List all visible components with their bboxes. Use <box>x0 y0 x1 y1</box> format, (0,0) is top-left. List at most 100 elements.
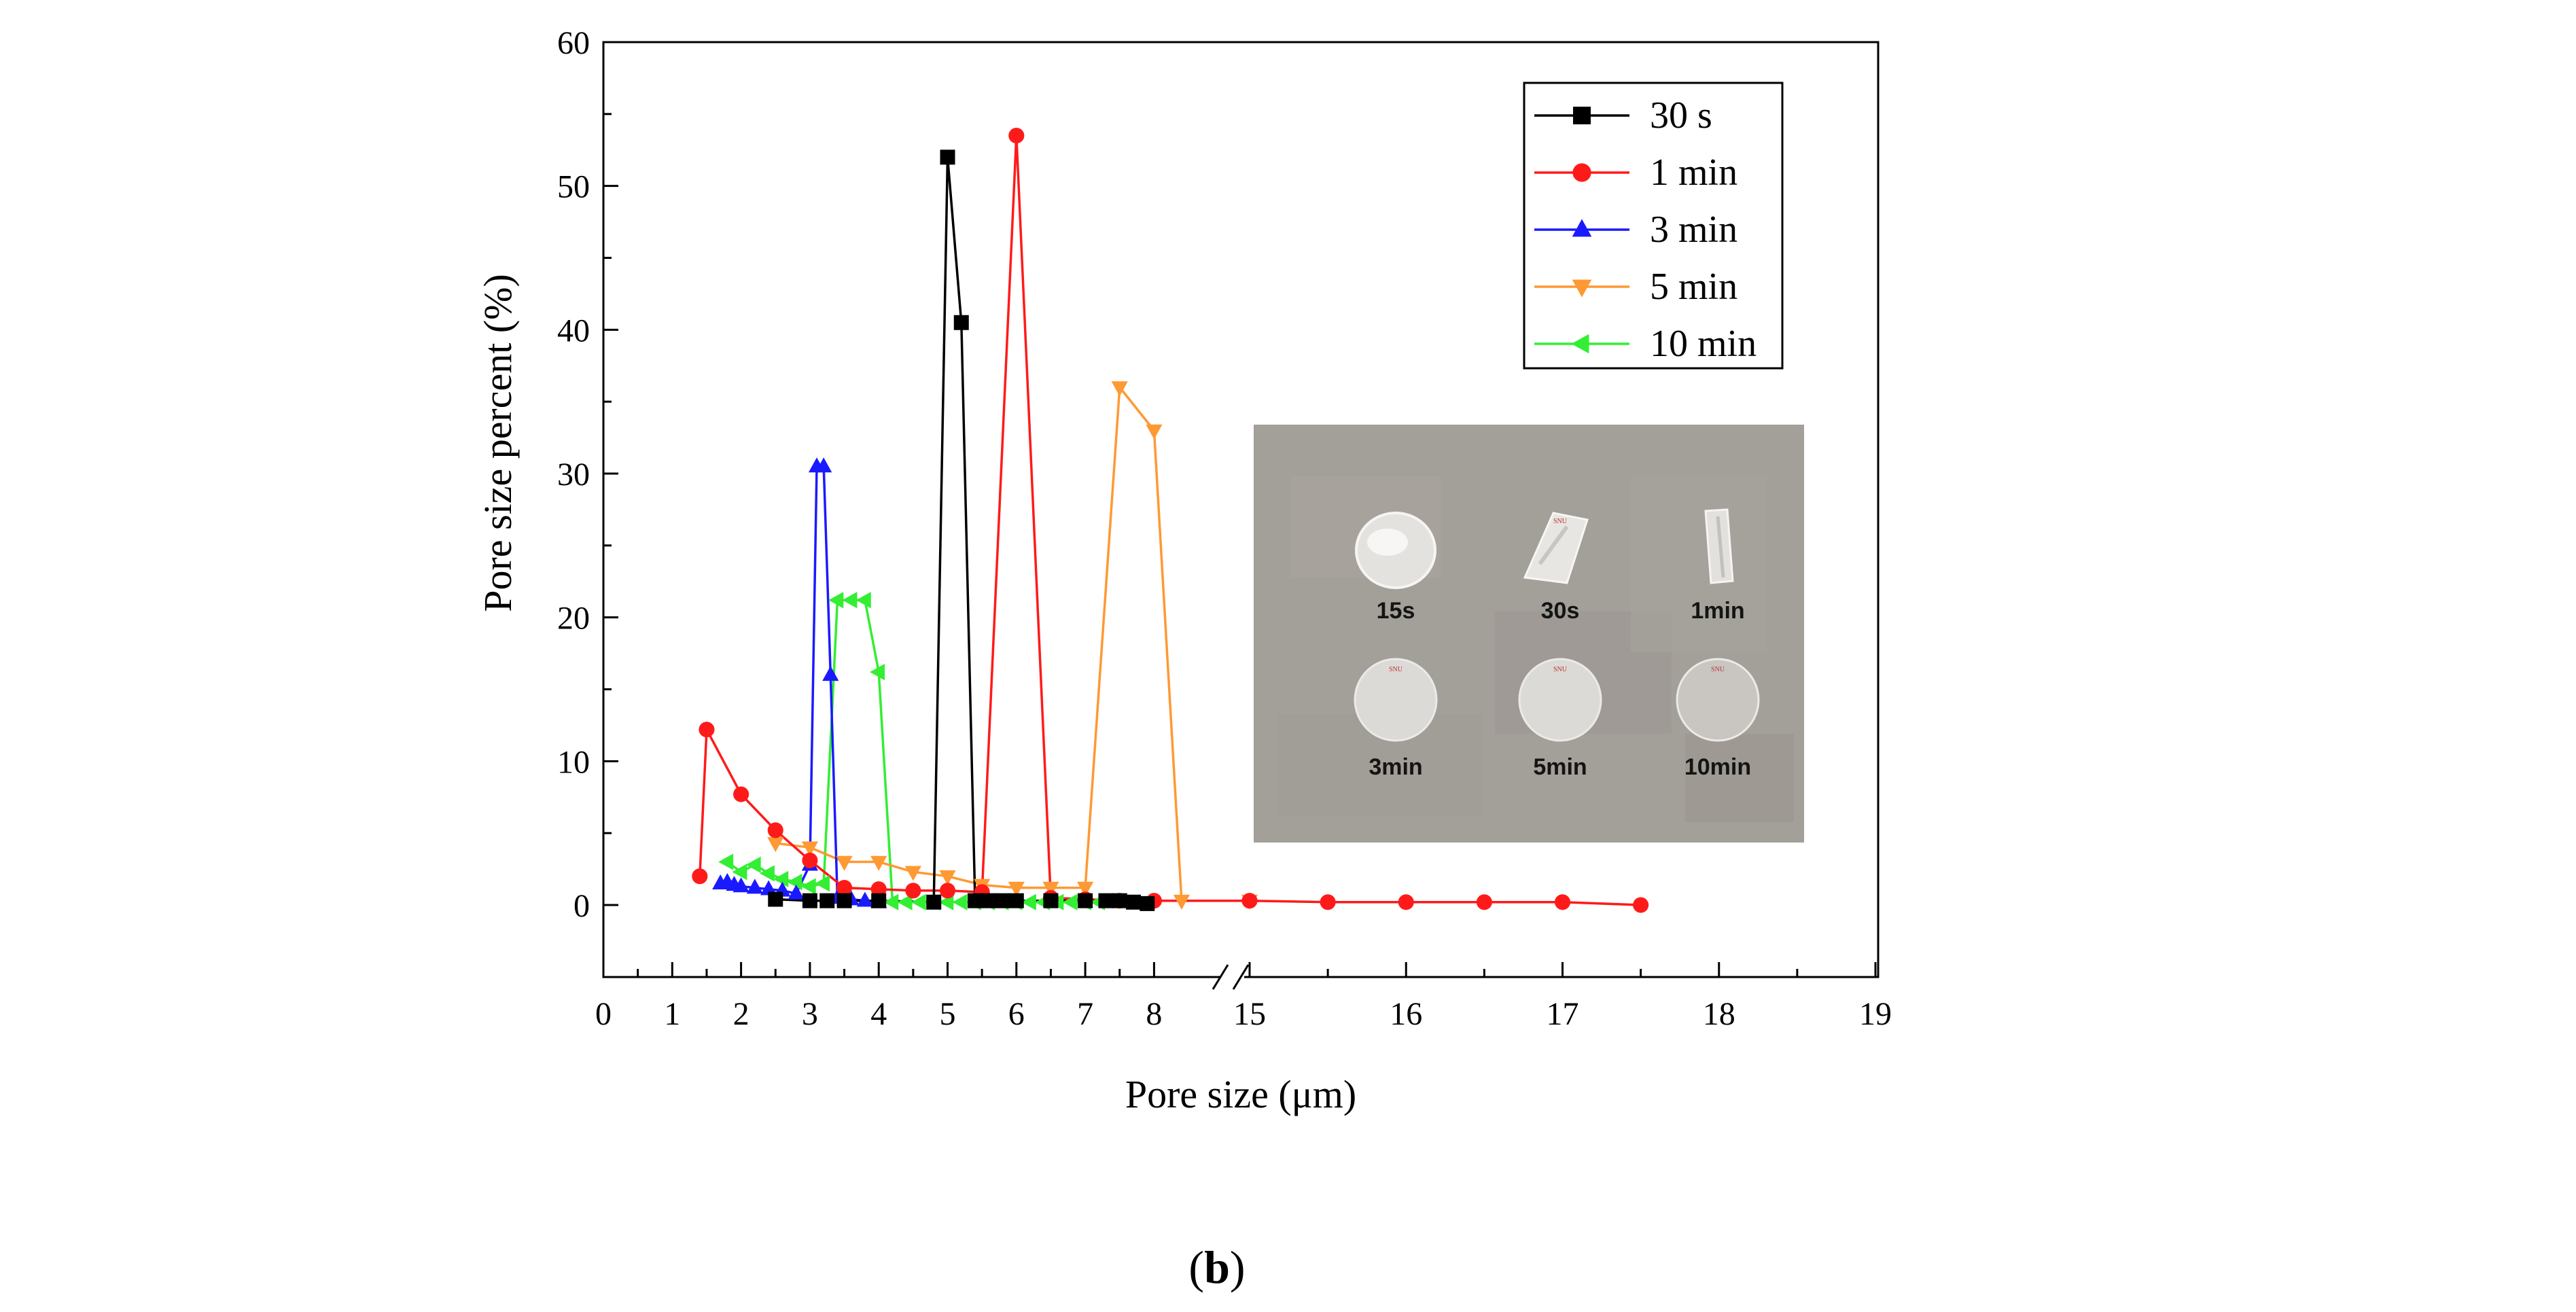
data-point <box>856 891 874 907</box>
sample-highlight <box>1367 529 1408 556</box>
data-point <box>897 893 913 910</box>
data-point <box>926 894 942 910</box>
data-point <box>767 822 783 838</box>
data-point <box>1008 893 1024 908</box>
x-tick-label: 2 <box>733 996 749 1032</box>
x-tick-label: 4 <box>870 996 887 1032</box>
sample-disc-10min <box>1676 658 1760 742</box>
data-point <box>768 891 783 907</box>
data-point <box>939 883 956 899</box>
data-point <box>953 315 969 330</box>
inset-label: 3min <box>1369 754 1422 780</box>
data-point <box>836 880 853 896</box>
axis-break-mark <box>1232 964 1250 990</box>
data-point <box>952 893 968 910</box>
data-point <box>733 786 749 802</box>
data-point <box>911 893 926 910</box>
sample-fold-line <box>1538 525 1569 565</box>
inset-label: 30s <box>1541 598 1580 624</box>
data-point <box>836 855 853 871</box>
data-point <box>1126 894 1142 910</box>
data-point <box>968 893 983 908</box>
figure-label: (b) <box>1188 1241 1245 1293</box>
sample-stamp: SNU <box>1389 666 1403 673</box>
y-tick-label: 0 <box>574 888 590 924</box>
data-point <box>802 852 818 868</box>
series-line-5-min <box>775 386 1250 902</box>
sample-stamp: SNU <box>1711 666 1725 673</box>
sample-curl-line <box>1716 516 1725 578</box>
photo-texture <box>1685 734 1794 822</box>
x-tick-label: 15 <box>1233 996 1266 1032</box>
series-line-3-min <box>720 465 879 904</box>
data-point <box>855 592 871 609</box>
data-point <box>1173 894 1190 910</box>
axis-break-mark <box>1212 964 1229 990</box>
data-point <box>1043 893 1059 908</box>
x-tick-label: 0 <box>595 996 612 1032</box>
data-point <box>842 592 858 609</box>
sample-disc-5min <box>1518 658 1602 742</box>
data-point <box>746 879 763 894</box>
legend-label: 3 min <box>1650 209 1737 251</box>
y-tick-label: 60 <box>557 25 590 61</box>
legend: 30 s 1 min 3 min 5 min 10 min <box>1523 82 1784 370</box>
photo-texture <box>1631 476 1767 652</box>
legend-label: 30 s <box>1650 94 1712 137</box>
data-point <box>1140 896 1155 911</box>
data-point <box>871 893 887 908</box>
data-point <box>1572 279 1592 298</box>
data-point <box>1476 894 1492 910</box>
x-tick-label: 16 <box>1390 996 1422 1032</box>
inset-photo: SNU SNU SNU SNU 15s 30s 1min 3min 5min 10min <box>1254 425 1804 843</box>
data-point <box>699 722 715 738</box>
data-point <box>1112 893 1127 908</box>
series-markers <box>692 128 1649 913</box>
data-point <box>904 866 921 881</box>
data-point <box>1078 893 1093 908</box>
figure-label-letter: b <box>1204 1241 1230 1293</box>
data-point <box>1320 894 1336 910</box>
y-tick-label: 20 <box>557 601 590 637</box>
data-point <box>800 878 816 895</box>
x-tick-label: 8 <box>1146 996 1162 1032</box>
inset-label: 15s <box>1377 598 1415 624</box>
data-point <box>940 149 955 165</box>
data-point <box>836 893 852 908</box>
x-tick-label: 5 <box>940 996 956 1032</box>
data-point <box>822 666 839 681</box>
data-point <box>1146 424 1163 440</box>
x-tick-label: 17 <box>1547 996 1579 1032</box>
data-point <box>1111 381 1128 397</box>
data-point <box>1572 219 1592 237</box>
x-tick-label: 7 <box>1077 996 1093 1032</box>
data-point <box>733 877 749 893</box>
y-tick-label: 10 <box>557 744 590 780</box>
data-point <box>1062 893 1078 910</box>
inset-label: 5min <box>1533 754 1587 780</box>
data-point <box>732 864 747 881</box>
y-tick-label: 40 <box>557 313 590 349</box>
data-point <box>1633 897 1649 913</box>
data-point <box>939 870 956 885</box>
y-tick-label: 50 <box>557 169 590 205</box>
sample-disc-3min <box>1354 658 1438 742</box>
data-point <box>883 893 899 910</box>
legend-box <box>1523 82 1784 370</box>
data-point <box>767 837 784 853</box>
legend-label: 10 min <box>1650 323 1757 365</box>
x-tick-label: 6 <box>1008 996 1025 1032</box>
data-point <box>788 884 805 900</box>
y-axis-label: Pore size percent (%) <box>476 274 520 612</box>
data-point <box>981 893 997 908</box>
data-point <box>1008 128 1025 144</box>
inset-label: 1min <box>1691 598 1744 624</box>
data-point <box>870 855 887 871</box>
data-point <box>759 865 775 882</box>
axes: 0 10 20 30 40 50 60 0 1 2 3 4 5 6 7 8 15 16 17 18 19 <box>557 25 1892 1032</box>
data-point <box>870 881 887 898</box>
x-tick-label: 1 <box>664 996 680 1032</box>
y-tick-label: 30 <box>557 457 590 493</box>
data-point <box>814 875 830 892</box>
